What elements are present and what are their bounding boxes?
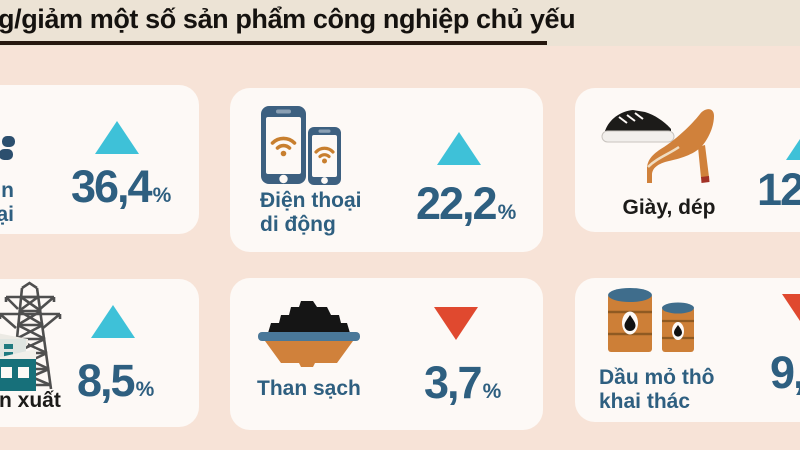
trend-value: 8,5%: [77, 355, 155, 406]
percent-sign: %: [497, 201, 517, 224]
trend-down-icon: [782, 294, 800, 327]
product-label: Điện thoại di động: [260, 189, 362, 236]
percent-sign: %: [482, 380, 502, 403]
coal-basket-icon: [258, 301, 360, 367]
product-label: Dầu mỏ thô khai thác: [599, 366, 715, 413]
trend-value: 9,: [770, 347, 800, 398]
partial-cropped-icon: [0, 136, 15, 160]
card-mobile-phones: Điện thoại di động 22,2%: [230, 88, 543, 252]
trend-up-icon: [95, 121, 139, 154]
title-underline: [0, 41, 547, 45]
infographic-title: g/giảm một số sản phẩm công nghiệp chủ y…: [0, 4, 576, 34]
percent-sign: %: [135, 378, 155, 401]
trend-value: 3,7%: [424, 357, 502, 408]
card-electricity: n xuất 8,5%: [0, 279, 199, 427]
product-label: Giày, dép: [622, 196, 716, 219]
product-label: Than sạch: [257, 377, 361, 400]
percent-sign: %: [152, 184, 172, 207]
oil-barrels-icon: [608, 288, 694, 352]
card-footwear: Giày, dép 12: [575, 88, 800, 232]
card-phone-components: n ại 36,4%: [0, 85, 199, 234]
trend-value: 22,2%: [416, 178, 517, 229]
trend-up-icon: [786, 127, 800, 160]
two-smartphones-wifi-icon: [261, 106, 341, 185]
trend-up-icon: [437, 132, 481, 165]
trend-value: 12: [757, 164, 800, 215]
trend-down-icon: [434, 307, 478, 340]
title-strip: [0, 0, 800, 46]
power-pylon-plant-icon: [0, 281, 62, 391]
card-clean-coal: Than sạch 3,7%: [230, 278, 543, 430]
product-label-fragment: n xuất: [0, 389, 61, 412]
trend-up-icon: [91, 305, 135, 338]
product-label-fragment: n ại: [0, 179, 14, 226]
card-crude-oil: Dầu mỏ thô khai thác 9,: [575, 278, 800, 422]
trend-value: 36,4%: [71, 161, 172, 212]
sneaker-and-high-heel-icon: [601, 109, 714, 183]
